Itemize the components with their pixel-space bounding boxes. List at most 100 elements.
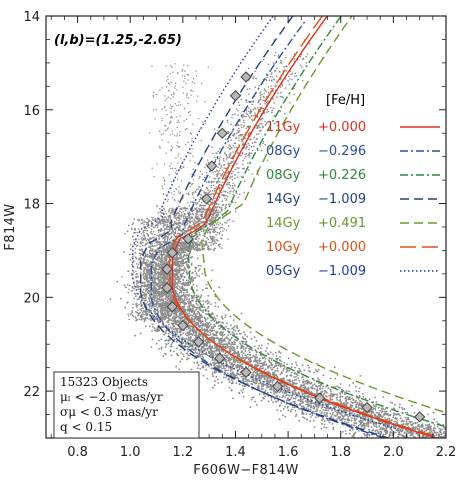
star-point <box>237 330 240 332</box>
star-point <box>206 349 209 351</box>
star-point <box>398 406 401 409</box>
star-point <box>288 394 291 397</box>
star-point <box>307 364 309 367</box>
star-point <box>296 393 298 395</box>
star-point <box>260 372 262 375</box>
star-point <box>302 380 304 383</box>
star-point <box>207 322 210 325</box>
star-point <box>395 429 398 432</box>
star-point <box>269 361 271 364</box>
star-point <box>183 270 186 272</box>
star-point <box>348 419 351 422</box>
star-point <box>341 392 344 394</box>
star-point <box>153 285 156 287</box>
star-point <box>182 338 185 340</box>
star-point <box>380 432 383 435</box>
star-point <box>203 316 206 319</box>
star-point <box>301 398 304 401</box>
star-point <box>368 428 370 431</box>
star-point <box>227 369 229 372</box>
star-point <box>245 378 248 381</box>
star-point <box>251 356 254 359</box>
star-point <box>414 422 417 425</box>
star-point <box>377 431 379 433</box>
star-point <box>186 254 189 257</box>
star-point <box>221 332 224 335</box>
star-point <box>185 271 188 274</box>
star-point <box>163 333 165 336</box>
star-point <box>260 377 262 380</box>
star-point <box>302 387 305 389</box>
star-point <box>288 398 291 401</box>
star-point <box>361 425 363 428</box>
star-point <box>270 391 272 394</box>
star-point <box>290 371 293 374</box>
star-point <box>329 412 332 415</box>
star-point <box>177 310 180 313</box>
star-point <box>214 334 217 336</box>
star-point <box>349 429 351 432</box>
star-point <box>187 322 190 325</box>
star-point <box>278 418 281 421</box>
star-point <box>164 305 167 308</box>
star-point <box>429 429 432 431</box>
star-point <box>352 424 355 427</box>
star-point <box>363 422 366 425</box>
star-point <box>367 425 370 428</box>
star-point <box>212 350 215 353</box>
star-point <box>221 337 224 340</box>
star-point <box>190 308 193 311</box>
star-point <box>223 376 225 379</box>
star-point <box>179 360 182 363</box>
star-point <box>215 353 218 356</box>
star-point <box>360 408 363 411</box>
star-point <box>332 428 335 431</box>
star-point <box>180 287 183 290</box>
star-point <box>176 347 178 350</box>
star-point <box>181 306 184 309</box>
star-point <box>188 299 191 301</box>
star-point <box>384 433 387 436</box>
star-point <box>189 251 192 254</box>
star-point <box>151 323 154 326</box>
star-point <box>177 285 180 287</box>
star-point <box>313 406 316 409</box>
star-point <box>195 300 197 303</box>
star-point <box>246 335 249 338</box>
star-point <box>331 407 333 410</box>
star-point <box>347 421 350 424</box>
star-point <box>347 415 350 418</box>
star-point <box>193 320 196 323</box>
star-point <box>232 371 234 374</box>
star-point <box>355 403 358 406</box>
star-point <box>171 342 174 344</box>
star-point <box>164 307 167 310</box>
star-point <box>295 382 298 385</box>
star-point <box>421 435 424 437</box>
star-point <box>272 371 275 374</box>
star-point <box>403 408 405 411</box>
star-point <box>159 293 161 296</box>
star-point <box>271 379 274 381</box>
star-point <box>226 354 229 357</box>
star-point <box>373 405 376 408</box>
star-point <box>318 384 320 387</box>
star-point <box>192 277 195 280</box>
star-point <box>321 387 324 390</box>
star-point <box>148 251 151 254</box>
star-point <box>188 284 191 287</box>
star-point <box>315 390 318 393</box>
star-point <box>151 338 154 341</box>
star-point <box>187 302 190 304</box>
star-point <box>302 376 304 378</box>
star-point <box>202 303 205 306</box>
star-point <box>210 330 213 332</box>
star-point <box>186 297 188 300</box>
star-point <box>240 357 243 360</box>
star-point <box>405 420 408 423</box>
star-point <box>293 406 296 409</box>
star-point <box>394 403 396 406</box>
star-point <box>240 389 243 392</box>
star-point <box>384 417 386 419</box>
star-point <box>329 377 332 380</box>
